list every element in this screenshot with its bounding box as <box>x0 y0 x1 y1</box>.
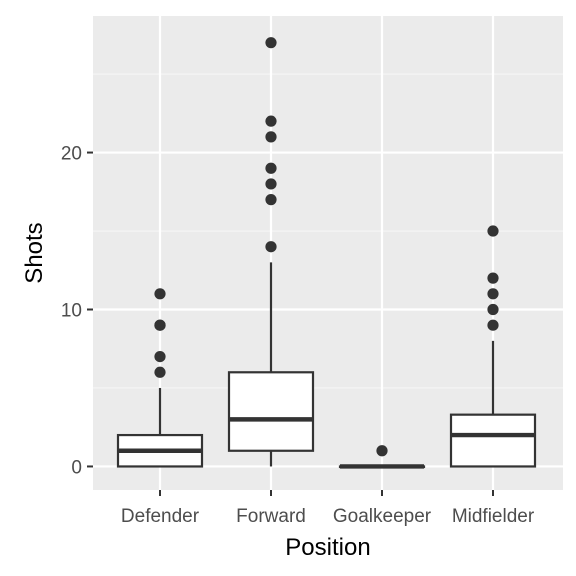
outlier-point <box>265 178 277 190</box>
outlier-point <box>487 303 499 316</box>
iqr-box <box>449 413 537 468</box>
x-axis-title: Position <box>285 534 370 561</box>
x-tick-label-goalkeeper: Goalkeeper <box>333 506 432 527</box>
y-axis-title: Shots <box>21 222 48 283</box>
outlier-point <box>376 445 388 457</box>
boxes <box>116 37 537 469</box>
x-tick-label-midfielder: Midfielder <box>452 506 535 527</box>
outlier-point <box>265 115 277 127</box>
outlier-point <box>154 319 166 331</box>
x-axis: Defender Forward Goalkeeper Midfielder <box>121 490 535 527</box>
y-tick-label: 10 <box>61 301 82 322</box>
box-goalkeeper <box>338 445 426 469</box>
x-tick-label-forward: Forward <box>236 506 306 527</box>
outlier-point <box>265 162 277 174</box>
box-midfielder <box>449 225 537 468</box>
outlier-point <box>265 131 277 143</box>
outlier-point <box>487 225 499 237</box>
outlier-point <box>487 288 499 300</box>
outlier-point <box>265 194 277 206</box>
y-axis: 0 10 20 <box>61 144 93 478</box>
y-tick-label: 0 <box>71 457 82 478</box>
outlier-point <box>154 366 166 378</box>
outlier-point <box>154 350 166 363</box>
minor-gridlines <box>93 73 563 389</box>
box-forward <box>227 37 315 467</box>
y-tick-label: 20 <box>61 144 82 165</box>
x-tick-label-defender: Defender <box>121 506 200 527</box>
outlier-point <box>487 272 499 284</box>
outlier-point <box>265 241 277 253</box>
outlier-point <box>154 288 166 300</box>
plot-panel <box>93 16 563 490</box>
outlier-point <box>487 319 499 331</box>
box-defender <box>116 288 204 468</box>
iqr-box <box>227 371 315 452</box>
outlier-point <box>265 37 277 49</box>
